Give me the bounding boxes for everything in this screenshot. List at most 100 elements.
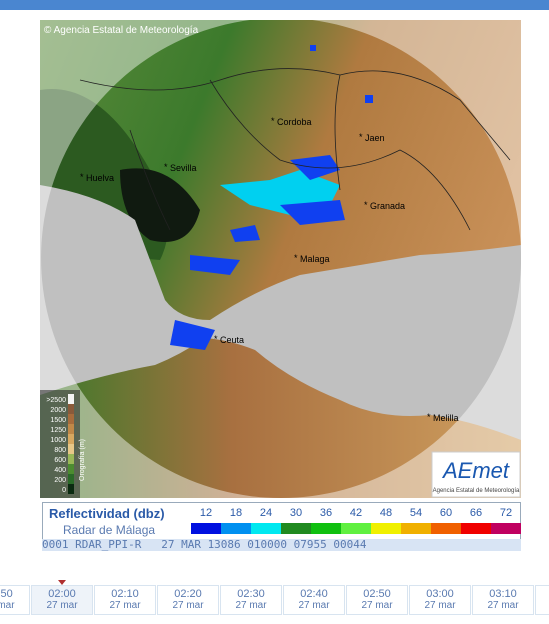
logo: AEmet Agencia Estatal de Meteorología bbox=[431, 451, 521, 498]
level-label: 66 bbox=[469, 507, 483, 519]
altitude-swatch bbox=[68, 394, 74, 404]
altitude-swatch bbox=[68, 454, 74, 464]
altitude-swatch bbox=[68, 464, 74, 474]
city-label: Sevilla bbox=[170, 163, 197, 173]
level-swatch bbox=[341, 523, 371, 534]
time-cell[interactable]: 02:20 27 mar bbox=[157, 585, 219, 615]
level-label: 54 bbox=[409, 507, 423, 519]
level-swatch bbox=[221, 523, 251, 534]
altitude-legend: >250020001500125010008006004002000Orogra… bbox=[40, 390, 86, 498]
date-label: 27 mar bbox=[46, 600, 78, 611]
time-label: 03:20 bbox=[536, 588, 549, 600]
top-bar bbox=[0, 0, 549, 10]
borders bbox=[79, 68, 511, 231]
altitude-swatch bbox=[68, 434, 74, 444]
time-cell[interactable]: 02:50 27 mar bbox=[346, 585, 408, 615]
altitude-label: Orografía (m) bbox=[79, 439, 86, 481]
altitude-tick: 600 bbox=[54, 457, 66, 464]
time-label: 02:30 bbox=[237, 588, 265, 600]
city-star: * bbox=[294, 253, 298, 263]
level-label: 30 bbox=[289, 507, 303, 519]
time-cell[interactable]: 02:30 27 mar bbox=[220, 585, 282, 615]
level-label: 36 bbox=[319, 507, 333, 519]
city-label: Cordoba bbox=[277, 117, 312, 127]
date-label: 27 mar bbox=[235, 600, 267, 611]
sea bbox=[40, 185, 521, 440]
level-swatch bbox=[371, 523, 401, 534]
city-star: * bbox=[271, 116, 275, 126]
city-star: * bbox=[164, 162, 168, 172]
time-cell[interactable]: 03:00 27 mar bbox=[409, 585, 471, 615]
time-label: 01:50 bbox=[0, 588, 13, 600]
city-label: Ceuta bbox=[220, 335, 244, 345]
legend: Reflectividad (dbz) Radar de Málaga 12 18… bbox=[42, 502, 521, 540]
city-star: * bbox=[80, 172, 84, 182]
level-label: 42 bbox=[349, 507, 363, 519]
date-label: 27 mar bbox=[109, 600, 141, 611]
city-label: Malaga bbox=[300, 254, 330, 264]
level-swatch bbox=[281, 523, 311, 534]
altitude-swatch bbox=[68, 484, 74, 494]
copyright: © Agencia Estatal de Meteorología bbox=[44, 25, 199, 36]
city-label: Huelva bbox=[86, 173, 114, 183]
level-label: 48 bbox=[379, 507, 393, 519]
radar-name: Radar de Málaga bbox=[63, 523, 156, 537]
level-swatch bbox=[491, 523, 521, 534]
altitude-swatch bbox=[68, 444, 74, 454]
altitude-swatch bbox=[68, 404, 74, 414]
level-swatch bbox=[431, 523, 461, 534]
level-label: 72 bbox=[499, 507, 513, 519]
city-star: * bbox=[214, 334, 218, 344]
time-label: 02:20 bbox=[174, 588, 202, 600]
altitude-tick: 400 bbox=[54, 467, 66, 474]
date-label: 27 mar bbox=[487, 600, 519, 611]
status-strip: 0001 RDAR_PPI-R 27 MAR 13086 010000 0795… bbox=[42, 539, 521, 551]
date-label: 27 mar bbox=[536, 600, 549, 611]
level-swatch bbox=[191, 523, 221, 534]
time-cell[interactable]: 02:40 27 mar bbox=[283, 585, 345, 615]
time-label: 03:10 bbox=[489, 588, 517, 600]
time-label: 02:10 bbox=[111, 588, 139, 600]
radar-range-mask bbox=[40, 20, 521, 498]
city-label: Jaen bbox=[365, 133, 385, 143]
logo-name: AEmet bbox=[441, 458, 510, 483]
altitude-tick: 1000 bbox=[50, 437, 66, 444]
altitude-tick: 1500 bbox=[50, 417, 66, 424]
level-swatch bbox=[251, 523, 281, 534]
altitude-swatch bbox=[68, 424, 74, 434]
time-cell[interactable]: 02:10 27 mar bbox=[94, 585, 156, 615]
level-label: 24 bbox=[259, 507, 273, 519]
altitude-tick: >2500 bbox=[46, 397, 66, 404]
level-swatch bbox=[311, 523, 341, 534]
logo-box bbox=[431, 451, 521, 498]
city-star: * bbox=[427, 412, 431, 422]
time-label: 02:00 bbox=[48, 588, 76, 600]
altitude-swatch bbox=[68, 414, 74, 424]
date-label: 27 mar bbox=[0, 600, 15, 611]
altitude-tick: 800 bbox=[54, 447, 66, 454]
date-label: 27 mar bbox=[298, 600, 330, 611]
time-label: 02:40 bbox=[300, 588, 328, 600]
city-label: Melilla bbox=[433, 413, 459, 423]
time-label: 02:50 bbox=[363, 588, 391, 600]
level-swatch bbox=[461, 523, 491, 534]
level-label: 12 bbox=[199, 507, 213, 519]
level-label: 18 bbox=[229, 507, 243, 519]
city-star: * bbox=[364, 200, 368, 210]
level-label: 60 bbox=[439, 507, 453, 519]
selected-marker bbox=[58, 580, 66, 585]
logo-subtitle: Agencia Estatal de Meteorología bbox=[433, 488, 520, 494]
time-cell[interactable]: 03:10 27 mar bbox=[472, 585, 534, 615]
legend-title: Reflectividad (dbz) bbox=[49, 506, 165, 521]
level-swatch bbox=[401, 523, 431, 534]
marsh bbox=[120, 168, 200, 242]
time-cell[interactable]: 02:00 27 mar bbox=[31, 585, 93, 615]
altitude-tick: 1250 bbox=[50, 427, 66, 434]
radar-map: © Agencia Estatal de Meteorología * Cordo… bbox=[40, 20, 521, 498]
city-star: * bbox=[359, 132, 363, 142]
